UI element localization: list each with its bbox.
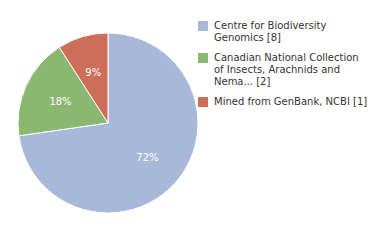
svg-text:9%: 9% <box>85 67 101 78</box>
svg-text:72%: 72% <box>136 152 158 163</box>
html-text:Mined from GenBank, NCBI [1]: Mined from GenBank, NCBI [1] <box>214 96 368 107</box>
svg-text:18%: 18% <box>49 96 71 107</box>
html-text:Centre for Biodiversity Genomi: Centre for Biodiversity Genomics [8] <box>214 20 327 43</box>
html-text:Canadian National Collection o: Canadian National Collection of Insects,… <box>214 52 359 87</box>
